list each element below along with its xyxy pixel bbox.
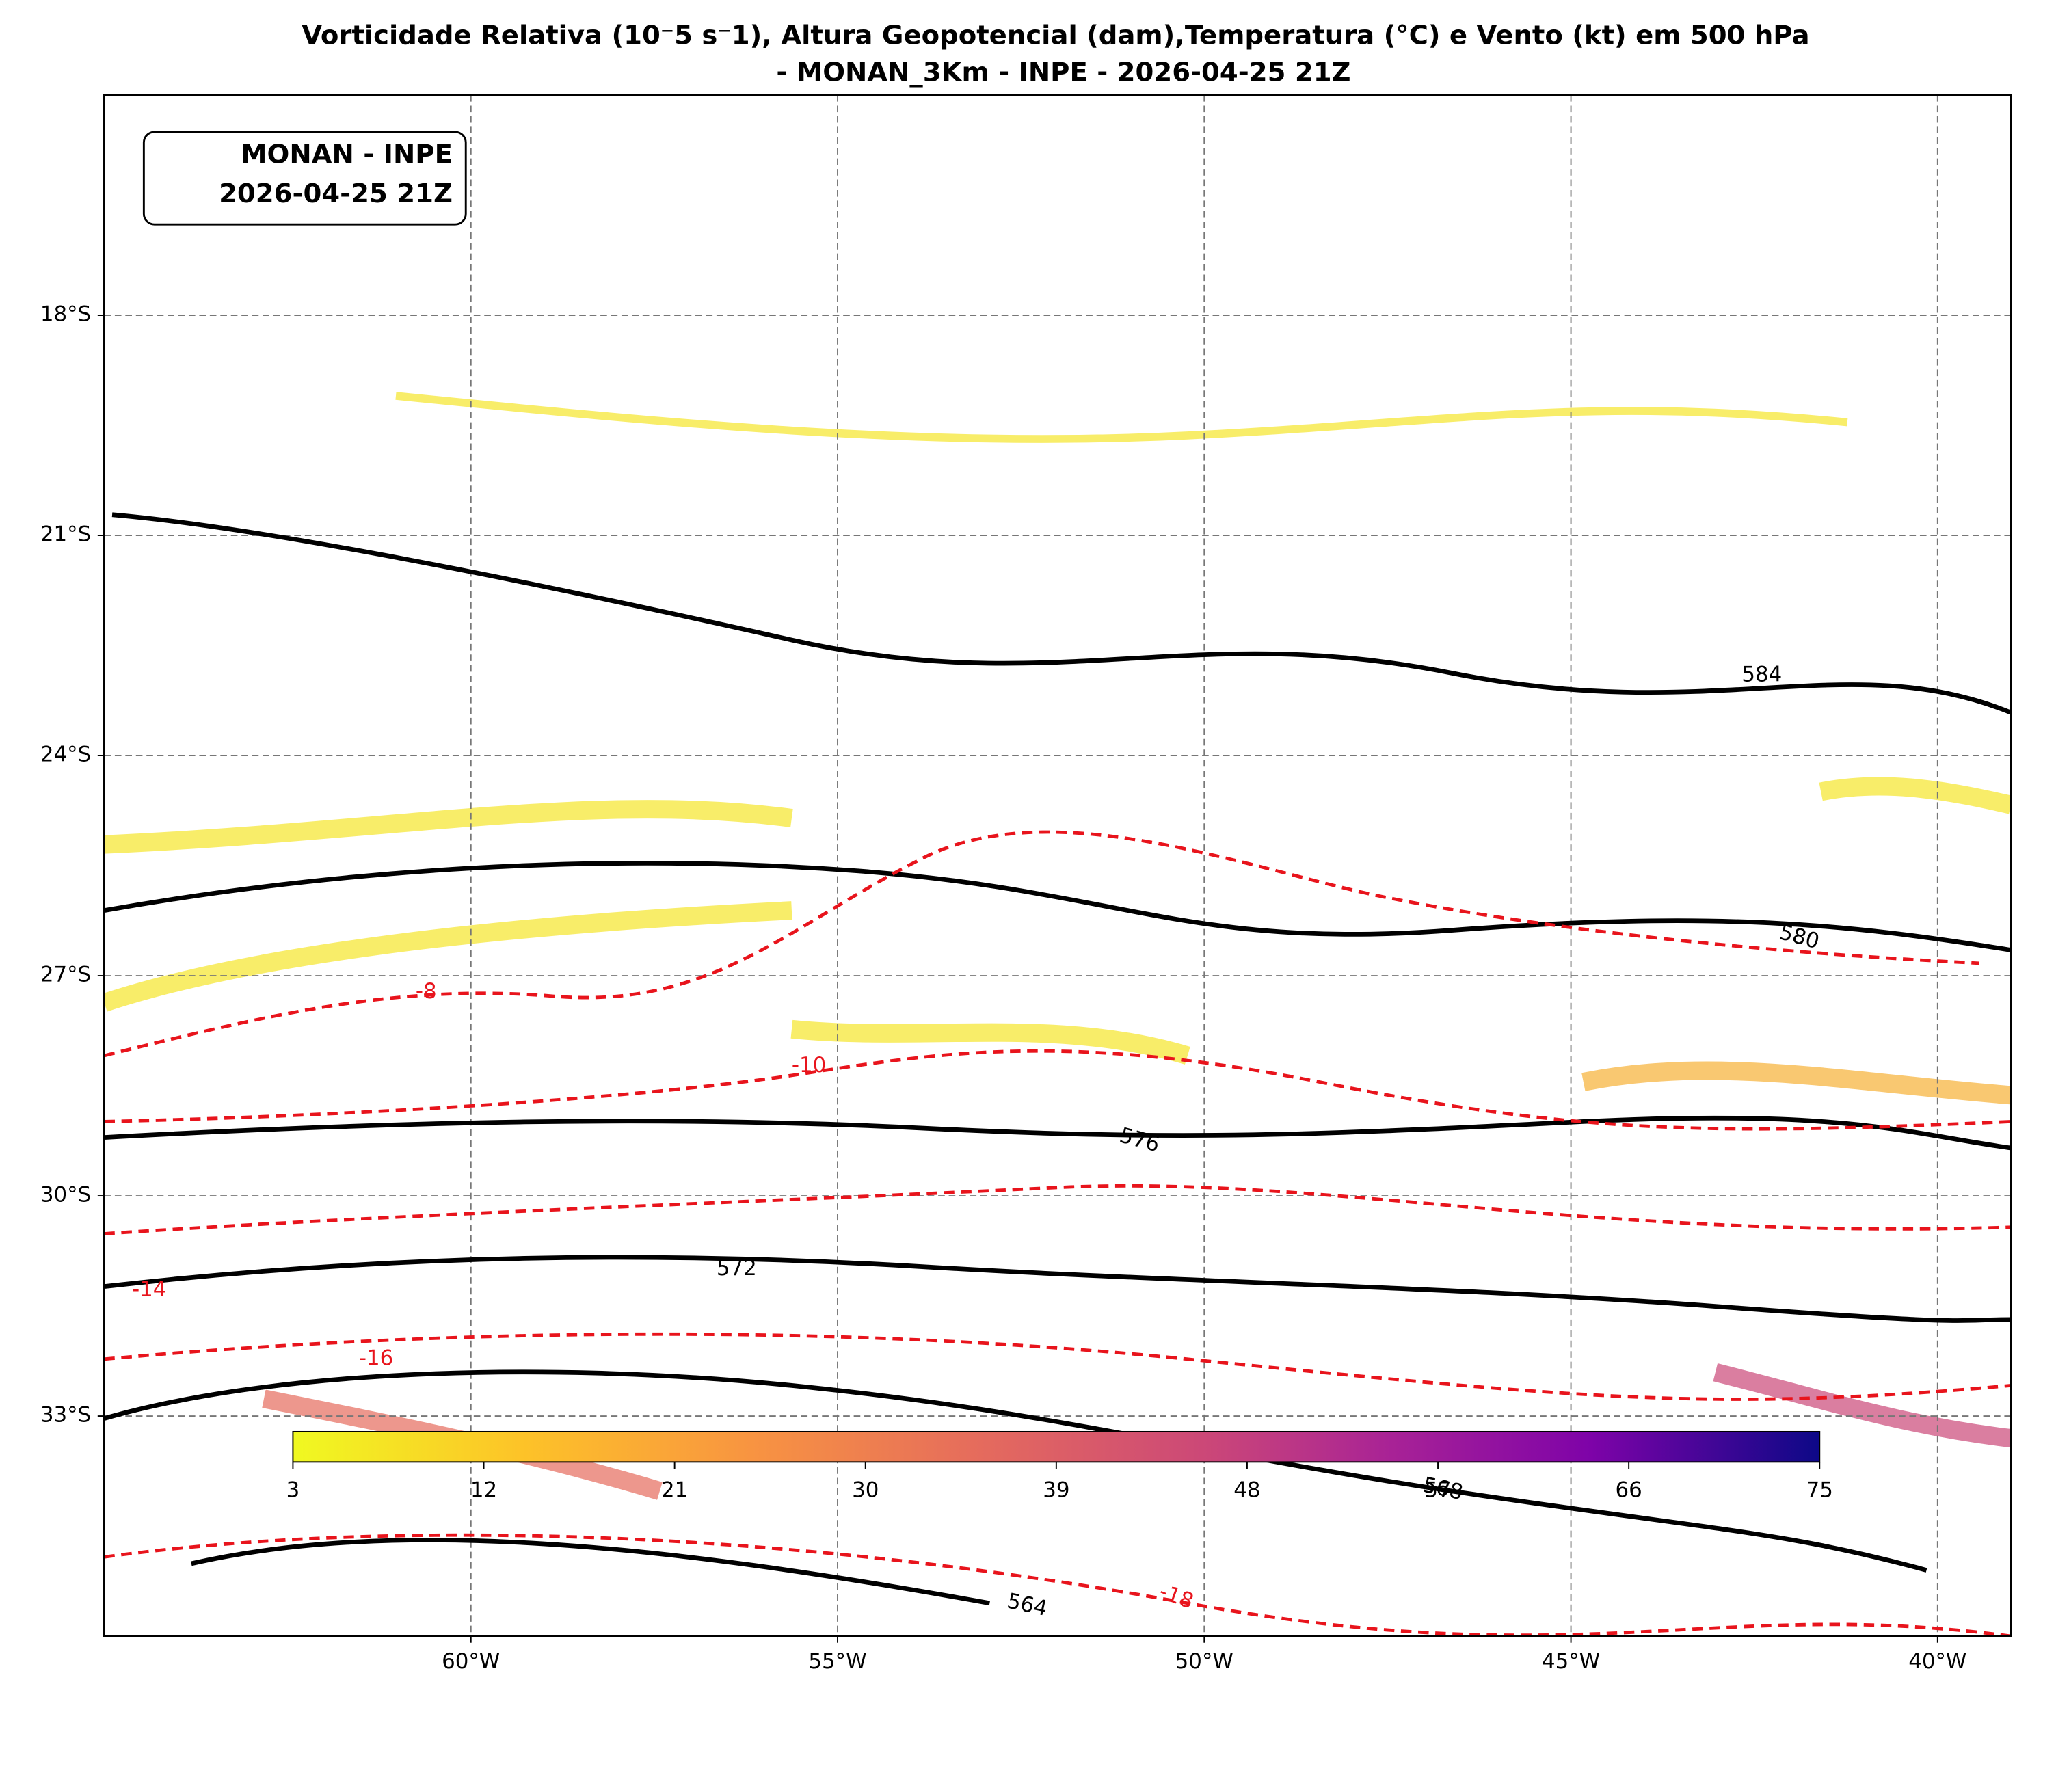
- geo-label: 572: [717, 1256, 757, 1281]
- subtitle: - MONAN_3Km - INPE - 2026-04-25 21Z: [776, 57, 1350, 88]
- title: Vorticidade Relativa (10⁻5 s⁻1), Altura …: [302, 21, 1809, 51]
- y-tick-label: 27°S: [40, 963, 91, 987]
- colorbar-label: 75: [1806, 1477, 1833, 1502]
- colorbar-label: 3: [286, 1477, 300, 1502]
- plot-frame: [103, 94, 2012, 1637]
- inset-text: MONAN - INPE: [241, 139, 453, 170]
- inset-text: 2026-04-25 21Z: [219, 178, 453, 209]
- colorbar: [292, 1430, 1821, 1463]
- plot-background: [104, 95, 2012, 1637]
- x-tick-label: 40°W: [1908, 1649, 1966, 1674]
- colorbar-label: 12: [470, 1477, 497, 1502]
- colorbar-label: 39: [1043, 1477, 1069, 1502]
- x-tick-label: 45°W: [1542, 1649, 1600, 1674]
- colorbar-label: 30: [852, 1477, 879, 1502]
- x-tick-label: 60°W: [442, 1649, 500, 1674]
- x-tick-label: 50°W: [1175, 1649, 1233, 1674]
- contour-labels: 584 580 576 572 568 564 -8 -10 -14 -16 -…: [132, 663, 1822, 1621]
- y-tick-label: 24°S: [40, 743, 91, 767]
- y-tick-label: 30°S: [40, 1183, 91, 1207]
- y-tick-label: 18°S: [40, 302, 91, 327]
- geopotential-contours: [104, 512, 2012, 1606]
- y-tick-label: 33°S: [40, 1403, 91, 1428]
- graticule: [104, 95, 2012, 1637]
- temp-label: -10: [792, 1053, 826, 1078]
- colorbar-label: 66: [1616, 1477, 1642, 1502]
- temperature-contours: [104, 830, 2012, 1637]
- colorbar-label: 21: [661, 1477, 688, 1502]
- y-tick-label: 21°S: [40, 522, 91, 547]
- temp-label: -16: [359, 1346, 393, 1370]
- geo-label: 584: [1741, 663, 1782, 687]
- inset-box: [142, 131, 467, 226]
- x-tick-label: 55°W: [808, 1649, 866, 1674]
- plot-area: 584 580 576 572 568 564 -8 -10 -14 -16 -…: [104, 95, 2012, 1637]
- temp-label: -8: [416, 979, 437, 1004]
- colorbar-label: 57: [1424, 1477, 1451, 1502]
- colorbar-label: 48: [1233, 1477, 1260, 1502]
- temp-label: -14: [132, 1277, 166, 1302]
